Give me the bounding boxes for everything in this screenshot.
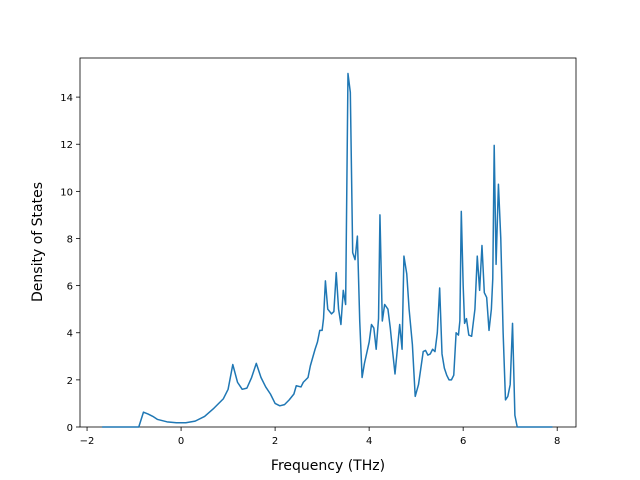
y-tick-label: 4 xyxy=(67,329,73,340)
y-tick-label: 2 xyxy=(67,376,73,387)
x-tick-label: 4 xyxy=(366,436,372,447)
y-axis-label: Density of States xyxy=(30,182,46,302)
dos-line xyxy=(102,72,553,428)
x-tick-label: 0 xyxy=(178,436,184,447)
x-tick-label: 6 xyxy=(460,436,466,447)
x-tick-label: 8 xyxy=(554,436,560,447)
x-tick-label: −2 xyxy=(80,436,95,447)
x-axis-label: Frequency (THz) xyxy=(271,458,385,474)
x-tick-label: 2 xyxy=(272,436,278,447)
y-tick-label: 8 xyxy=(67,234,73,245)
plot-frame xyxy=(79,57,577,428)
y-tick-label: 10 xyxy=(60,187,73,198)
y-tick-label: 12 xyxy=(60,140,73,151)
y-tick-label: 0 xyxy=(67,423,73,434)
y-tick-label: 6 xyxy=(67,282,73,293)
y-tick-label: 14 xyxy=(60,93,73,104)
